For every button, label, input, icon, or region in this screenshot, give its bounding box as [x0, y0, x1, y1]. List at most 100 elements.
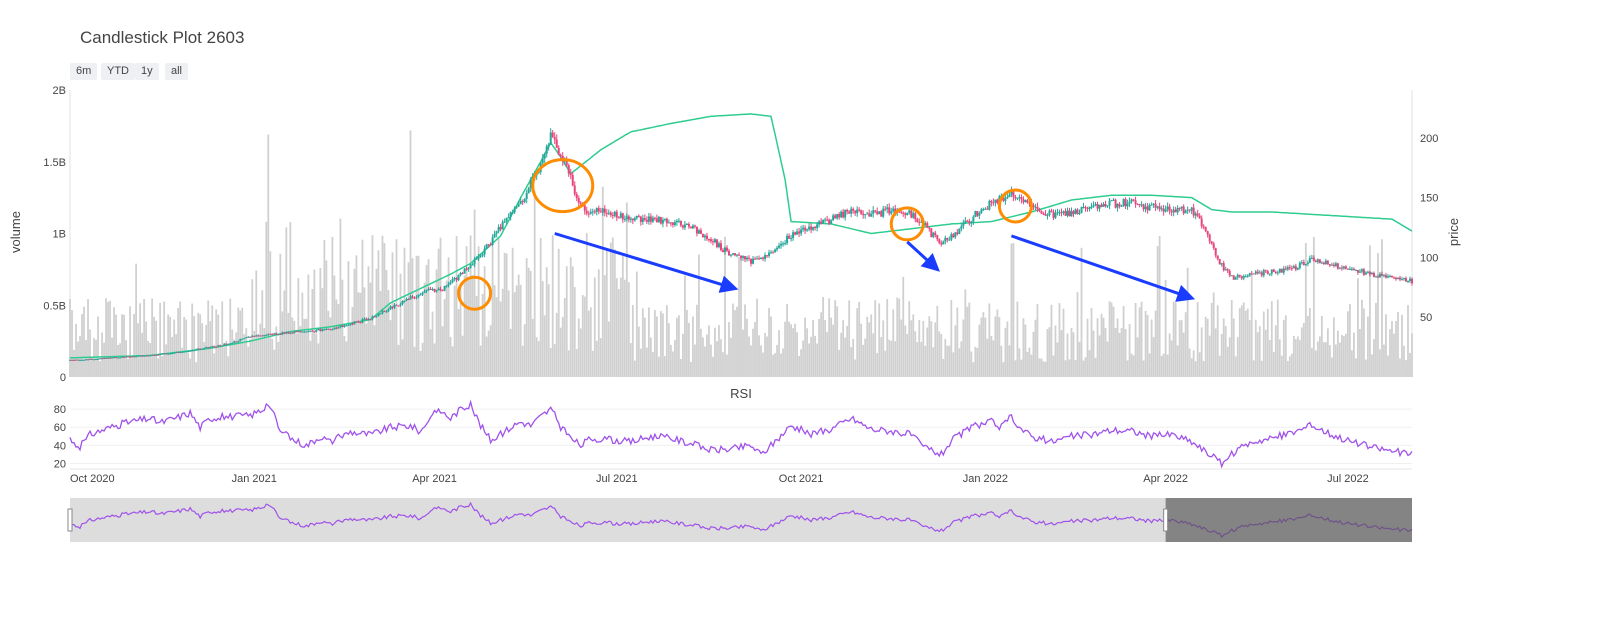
volume-bar	[189, 358, 192, 377]
candle-body	[647, 216, 650, 222]
candle-body	[1100, 204, 1103, 207]
candle-body	[737, 254, 740, 256]
candle-body	[1368, 271, 1371, 275]
volume-bar	[798, 356, 800, 377]
candle-body	[1142, 204, 1145, 210]
volume-bar	[521, 345, 524, 377]
candle-body	[846, 209, 849, 212]
volume-bar	[974, 346, 977, 377]
volume-bar	[1162, 353, 1165, 377]
candle-body	[1394, 277, 1397, 280]
range-6m-button[interactable]: 6m	[70, 63, 98, 80]
candle-body	[383, 310, 386, 312]
volume-bar	[1290, 353, 1293, 377]
candle-body	[459, 272, 462, 276]
candle-body	[982, 209, 985, 211]
volume-bar	[487, 330, 490, 377]
candle-body	[367, 319, 370, 321]
candle-body	[337, 327, 340, 329]
range-all-button[interactable]: all	[165, 63, 189, 80]
volume-bar	[1106, 341, 1109, 377]
rsi-panel: 20 40 60 80	[54, 399, 1413, 470]
candle-body	[603, 208, 606, 213]
candle-body	[441, 290, 444, 292]
volume-bar	[531, 318, 534, 377]
candle-body	[836, 214, 839, 219]
candle-body	[760, 257, 763, 260]
candle-body	[575, 194, 578, 199]
volume-bar	[958, 348, 961, 377]
candle-body	[990, 200, 993, 203]
candle-body	[916, 219, 919, 222]
range-1y-button[interactable]: 1y	[135, 63, 159, 80]
volume-bar	[1234, 356, 1237, 377]
volume-bar	[125, 340, 127, 377]
candle-body	[1390, 276, 1393, 278]
candle-body	[1066, 210, 1069, 216]
volume-bar	[784, 321, 786, 377]
volume-bar	[1226, 346, 1229, 377]
volume-bar	[1242, 302, 1245, 377]
volume-bar	[820, 312, 823, 377]
candle-body	[239, 339, 242, 342]
candle-body	[537, 171, 540, 173]
volume-bar	[1353, 332, 1355, 377]
candle-body	[491, 237, 494, 245]
volume-bar	[674, 340, 676, 377]
candle-body	[315, 329, 318, 332]
candle-body	[145, 355, 148, 357]
candle-body	[101, 358, 104, 360]
candle-body	[77, 359, 80, 361]
candle-body	[711, 241, 714, 243]
volume-bar	[1078, 341, 1081, 377]
volume-bar	[329, 317, 332, 377]
volume-bar	[273, 349, 276, 377]
volume-bar	[1172, 301, 1175, 377]
candle-body	[756, 258, 759, 260]
candle-body	[1016, 197, 1019, 199]
volume-bar	[139, 303, 142, 377]
volume-bar	[1371, 354, 1373, 377]
volume-bar	[611, 237, 614, 377]
volume-bar	[1252, 360, 1255, 377]
volume-bar	[475, 295, 478, 377]
x-tick-label: Apr 2022	[1143, 473, 1188, 485]
candle-body	[623, 218, 626, 220]
candle-body	[994, 199, 997, 203]
candle-body	[1082, 207, 1085, 209]
volume-bar	[337, 304, 340, 377]
volume-bar	[427, 259, 430, 377]
candle-body	[754, 258, 757, 260]
candle-body	[1032, 205, 1035, 207]
candle-body	[653, 217, 656, 219]
candle-body	[1154, 203, 1157, 208]
candle-body	[313, 331, 316, 333]
volume-bar	[938, 331, 941, 377]
candle-body	[868, 213, 871, 217]
candle-body	[327, 328, 330, 330]
range-slider[interactable]	[67, 498, 1413, 542]
volume-bar	[1220, 333, 1223, 377]
candle-body	[201, 348, 204, 350]
volume-bar	[119, 343, 121, 377]
volume-bar	[918, 320, 921, 377]
volume-bar	[998, 316, 1001, 377]
volume-bar	[1152, 337, 1155, 377]
candle-body	[177, 351, 180, 353]
candle-body	[996, 199, 999, 204]
volume-bar	[355, 255, 358, 377]
range-ytd-button[interactable]: YTD	[101, 63, 135, 80]
candle-body	[725, 247, 728, 251]
candle-body	[567, 165, 570, 174]
volume-bar	[581, 294, 584, 377]
candle-body	[1204, 226, 1207, 232]
volume-bar	[1318, 336, 1321, 377]
volume-bar	[193, 316, 196, 377]
candle-body	[1314, 260, 1317, 262]
volume-bar	[215, 309, 218, 377]
candle-body	[217, 345, 220, 347]
candle-body	[281, 332, 284, 335]
candle-body	[1248, 273, 1251, 276]
candle-body	[141, 355, 144, 357]
